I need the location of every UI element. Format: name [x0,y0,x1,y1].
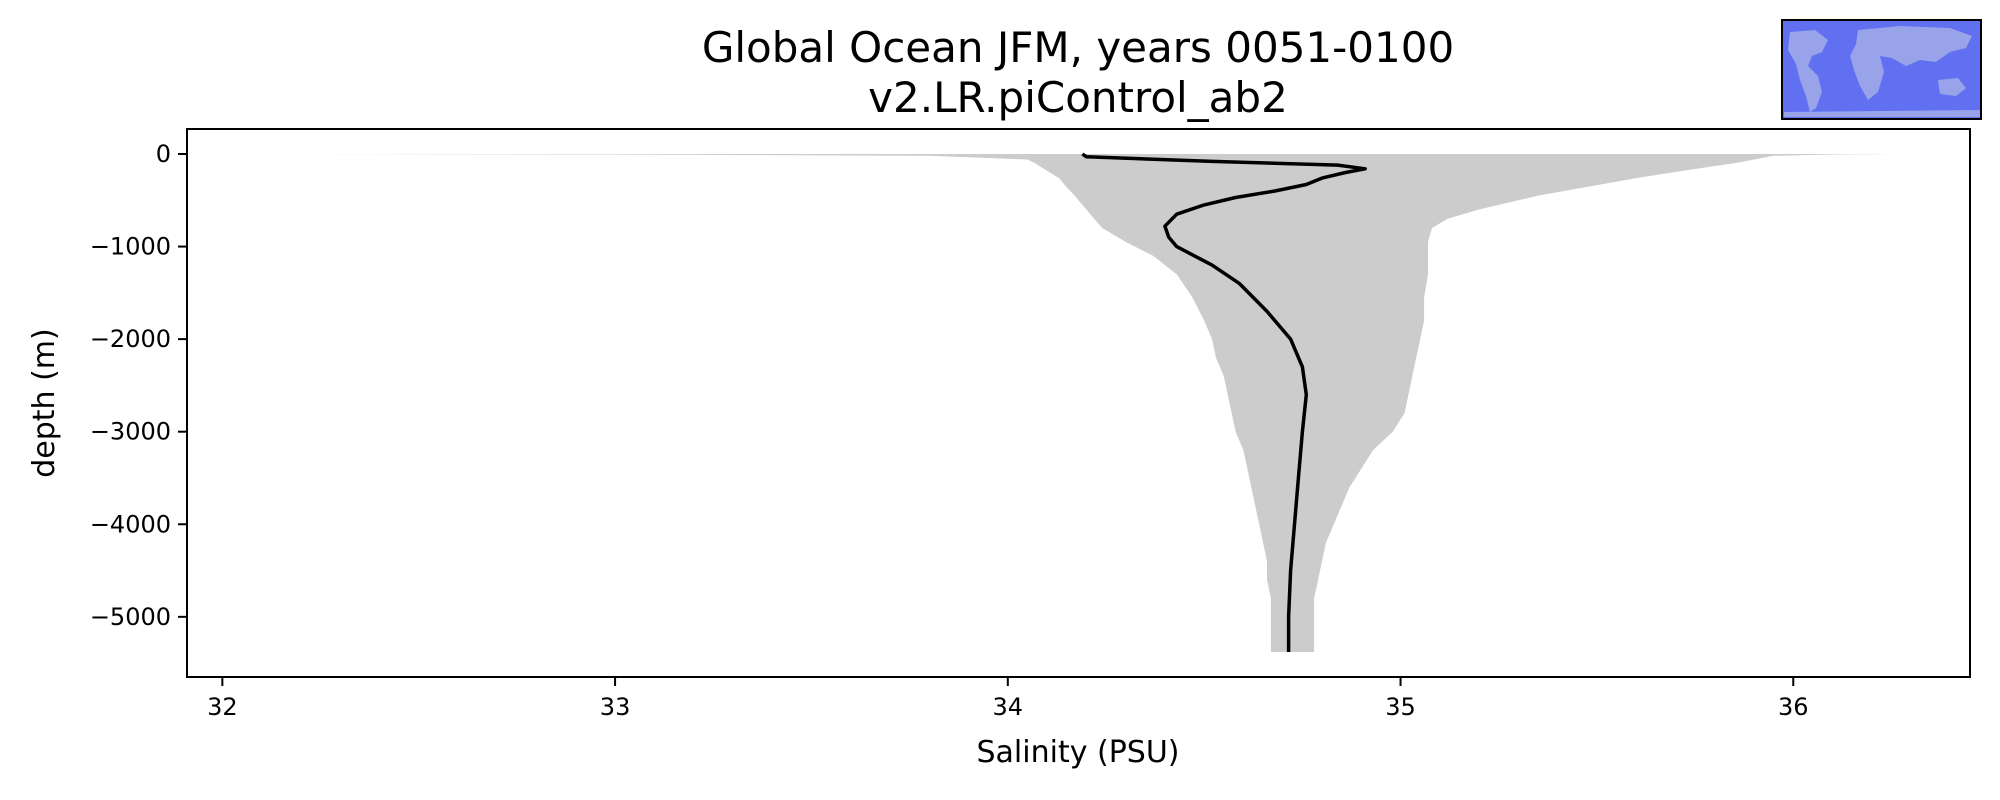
y-axis-ticks: 0 −1000 −2000 −3000 −4000 −5000 [90,140,187,631]
inset-land-antarctica [1784,110,1980,117]
x-axis-label: Salinity (PSU) [977,735,1180,770]
inset-land-americas [1788,30,1828,112]
chart-subtitle: v2.LR.piControl_ab2 [868,73,1288,122]
y-tick-label: −1000 [90,233,171,261]
mean-salinity-line [1081,152,1367,652]
chart-title: Global Ocean JFM, years 0051-0100 [702,23,1454,72]
inset-land-afro-eurasia [1850,26,1972,100]
y-tick-label: −4000 [90,510,171,538]
x-tick-label: 35 [1385,693,1416,721]
x-tick-label: 34 [993,693,1024,721]
y-tick-label: −5000 [90,603,171,631]
y-tick-label: 0 [156,140,171,168]
x-tick-label: 32 [207,693,238,721]
y-axis-label: depth (m) [27,328,62,478]
x-tick-label: 36 [1778,693,1809,721]
y-tick-label: −2000 [90,325,171,353]
y-tick-label: −3000 [90,418,171,446]
x-tick-label: 33 [600,693,631,721]
x-axis-ticks: 32 33 34 35 36 [207,677,1809,721]
plot-area-frame [186,128,1971,678]
inset-land-australia [1938,78,1966,96]
salinity-range-fill [269,154,1900,652]
world-map-inset [1781,19,1982,120]
